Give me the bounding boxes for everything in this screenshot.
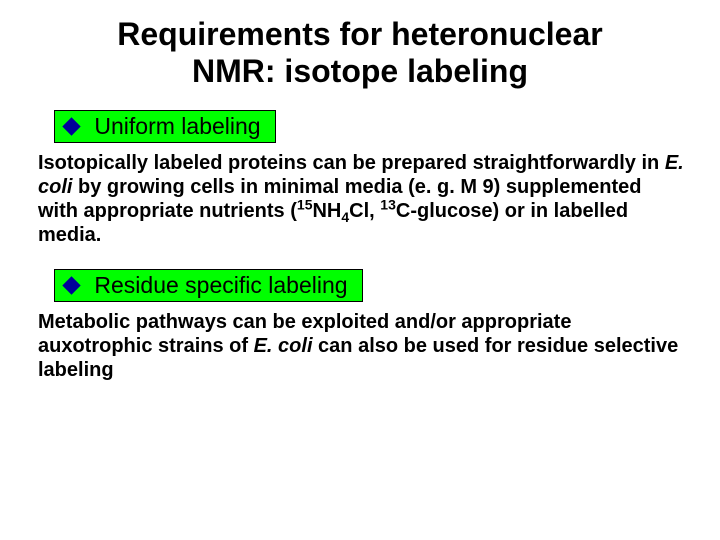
slide: Requirements for heteronuclear NMR: isot… (0, 0, 720, 382)
body-text-residue: Metabolic pathways can be exploited and/… (38, 310, 684, 382)
section-label-residue: Residue specific labeling (54, 269, 363, 302)
section-label-text-2: Residue specific labeling (94, 272, 347, 298)
diamond-bullet-icon (62, 117, 80, 135)
slide-title: Requirements for heteronuclear NMR: isot… (36, 16, 684, 90)
title-line-1: Requirements for heteronuclear (117, 16, 602, 52)
section-label-text-1: Uniform labeling (94, 113, 260, 139)
diamond-bullet-icon (62, 276, 80, 294)
section-label-uniform: Uniform labeling (54, 110, 276, 143)
body-text-uniform: Isotopically labeled proteins can be pre… (38, 151, 684, 247)
title-line-2: NMR: isotope labeling (192, 53, 528, 89)
